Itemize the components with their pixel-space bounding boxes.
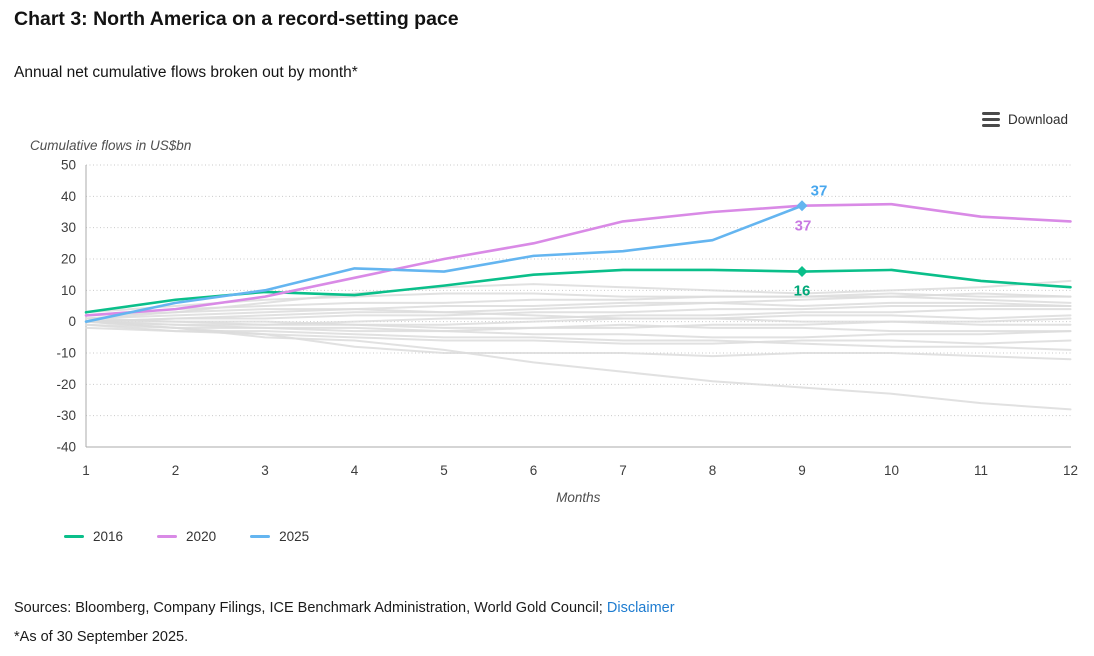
x-axis-tick-label: 8 bbox=[709, 463, 717, 478]
x-axis-tick-label: 12 bbox=[1063, 463, 1078, 478]
background-series-line bbox=[85, 320, 1072, 411]
series-2020-line bbox=[84, 202, 1072, 317]
data-label-2020: 37 bbox=[795, 218, 812, 235]
data-label-2016: 16 bbox=[794, 283, 811, 300]
background-series-line bbox=[85, 320, 1072, 361]
background-series-line bbox=[85, 326, 1072, 351]
background-series-line bbox=[85, 314, 1072, 326]
y-axis-tick-label: 20 bbox=[61, 252, 76, 267]
legend-item-2016[interactable]: 2016 bbox=[64, 529, 123, 544]
background-series-line bbox=[85, 305, 1072, 323]
y-axis-tick-label: -20 bbox=[56, 377, 76, 392]
x-axis-tick-label: 4 bbox=[351, 463, 359, 478]
y-axis-tick-label: -30 bbox=[56, 408, 76, 423]
footnote-text: *As of 30 September 2025. bbox=[14, 629, 189, 645]
x-axis-tick-label: 2 bbox=[172, 463, 180, 478]
y-axis-tick-label: 0 bbox=[68, 314, 76, 329]
download-button[interactable]: Download bbox=[980, 110, 1070, 129]
page-title: Chart 3: North America on a record-setti… bbox=[14, 8, 459, 30]
x-axis-tick-label: 3 bbox=[261, 463, 269, 478]
background-series-line bbox=[85, 279, 1072, 320]
hamburger-lines-icon bbox=[981, 112, 1000, 127]
background-series-line bbox=[85, 320, 1072, 339]
data-label-2025: 37 bbox=[811, 183, 828, 200]
sources-prefix: Sources: Bloomberg, Company Filings, ICE… bbox=[14, 600, 607, 616]
background-series-line bbox=[85, 292, 1072, 317]
x-axis-tick-label: 10 bbox=[884, 463, 899, 478]
legend-swatch-2020 bbox=[157, 535, 178, 538]
x-axis-tick-label: 5 bbox=[440, 463, 448, 478]
sources-text: Sources: Bloomberg, Company Filings, ICE… bbox=[14, 600, 675, 616]
legend-label-2020: 2020 bbox=[186, 529, 217, 544]
x-axis-tick-label: 7 bbox=[619, 463, 627, 478]
series-2025-marker bbox=[796, 200, 808, 212]
y-axis-title: Cumulative flows in US$bn bbox=[30, 138, 192, 153]
x-axis-title: Months bbox=[556, 490, 601, 505]
legend-swatch-2025 bbox=[250, 535, 271, 538]
y-axis-tick-label: 30 bbox=[61, 220, 76, 235]
series-2016-marker bbox=[796, 266, 808, 278]
y-axis-tick-label: 50 bbox=[61, 158, 76, 173]
x-axis-tick-label: 1 bbox=[82, 463, 90, 478]
background-series-line bbox=[85, 320, 1072, 333]
legend-item-2020[interactable]: 2020 bbox=[157, 529, 216, 544]
legend-swatch-2016 bbox=[64, 535, 84, 538]
x-axis-tick-label: 6 bbox=[530, 463, 538, 478]
y-axis-tick-label: -40 bbox=[56, 440, 76, 455]
y-axis-tick-label: -10 bbox=[56, 346, 76, 361]
background-series-line bbox=[85, 295, 1072, 317]
x-axis-tick-label: 9 bbox=[798, 463, 806, 478]
legend-label-2016: 2016 bbox=[93, 529, 124, 544]
legend-label-2025: 2025 bbox=[279, 529, 310, 544]
series-2025-line bbox=[84, 204, 804, 323]
x-axis-tick-label: 11 bbox=[974, 463, 988, 478]
legend-item-2025[interactable]: 2025 bbox=[250, 529, 309, 544]
chart-subtitle: Annual net cumulative flows broken out b… bbox=[14, 64, 358, 81]
y-axis-tick-label: 40 bbox=[61, 189, 76, 204]
chart-legend: 2016 2020 2025 bbox=[64, 529, 309, 544]
y-axis-tick-label: 10 bbox=[61, 283, 76, 298]
disclaimer-link[interactable]: Disclaimer bbox=[606, 600, 675, 616]
download-label: Download bbox=[1007, 112, 1068, 127]
background-series-line bbox=[85, 301, 1072, 320]
background-series-line bbox=[85, 292, 1072, 314]
background-series-line bbox=[85, 311, 1072, 326]
